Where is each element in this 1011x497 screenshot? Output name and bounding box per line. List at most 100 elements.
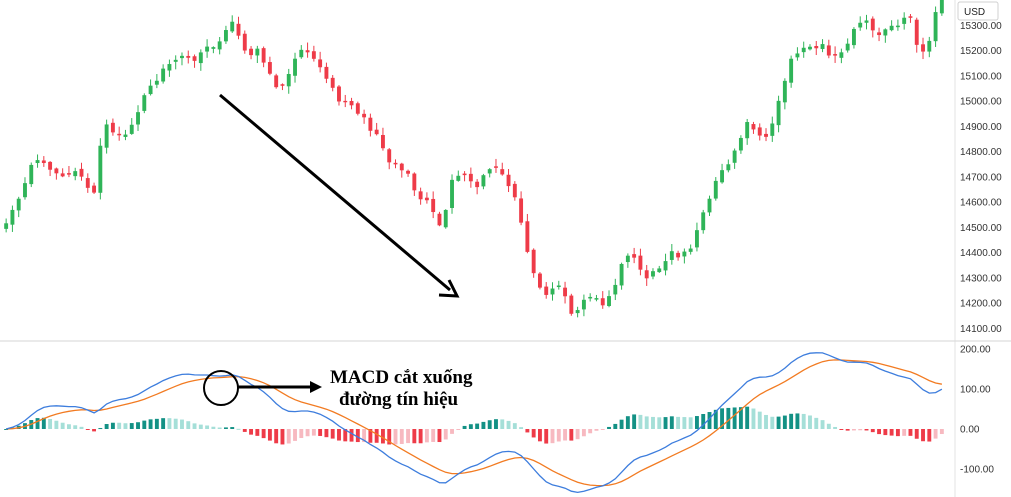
histogram-bar	[123, 423, 128, 429]
histogram-bar	[223, 427, 228, 429]
candle	[211, 46, 216, 54]
candle	[393, 159, 398, 169]
price-tick-label: 15100.00	[960, 71, 1002, 82]
candle-body	[581, 299, 586, 310]
histogram-bar	[625, 416, 630, 429]
candle	[550, 282, 555, 301]
histogram-bar	[437, 429, 442, 443]
candle	[374, 122, 379, 136]
candle-body	[41, 160, 46, 164]
macd-tick-label: 200.00	[960, 345, 991, 356]
macd-tick-label: 0.00	[960, 425, 980, 436]
candle-body	[431, 198, 436, 213]
candle	[380, 127, 385, 151]
candle-body	[487, 169, 492, 174]
candle	[324, 62, 329, 84]
histogram-bar	[808, 415, 812, 429]
histogram-bar	[556, 429, 561, 442]
histogram-bar	[136, 422, 140, 429]
histogram-bar	[701, 414, 706, 429]
histogram-bar	[41, 417, 46, 429]
candle-body	[48, 161, 53, 170]
macd-tick-label: -100.00	[960, 465, 994, 476]
candle-body	[914, 19, 919, 45]
candle	[594, 294, 599, 302]
histogram-bar	[820, 420, 825, 429]
histogram-bar	[286, 429, 291, 444]
histogram-bar	[192, 423, 197, 429]
candle-body	[826, 45, 831, 56]
candle	[563, 281, 568, 304]
histogram-bar	[864, 429, 869, 431]
candle	[280, 83, 285, 91]
histogram-bar	[173, 418, 178, 429]
candle	[73, 167, 78, 181]
histogram-bar	[35, 418, 40, 429]
candle	[506, 169, 511, 193]
histogram-bar	[180, 419, 184, 429]
candle	[431, 191, 436, 219]
histogram-bar	[908, 429, 913, 436]
candle	[757, 123, 762, 141]
candle	[864, 14, 869, 30]
candle-body	[657, 268, 662, 273]
histogram-bar	[525, 429, 530, 433]
candle-body	[713, 180, 718, 199]
candle-body	[217, 41, 222, 50]
candle	[60, 168, 65, 178]
candle-body	[343, 100, 348, 103]
candle-body	[908, 16, 913, 18]
candle-body	[418, 191, 423, 200]
histogram-bar	[581, 429, 586, 437]
candle-body	[669, 251, 674, 260]
candle-body	[330, 77, 335, 88]
histogram-bar	[299, 429, 304, 439]
histogram-bar	[305, 429, 310, 437]
candle	[85, 173, 90, 193]
candle-body	[764, 133, 768, 137]
histogram-bar	[651, 416, 655, 429]
candle	[41, 156, 46, 167]
candle	[236, 16, 241, 40]
macd-tick-labels: 200.00 100.00 0.00 -100.00	[960, 345, 994, 476]
candle	[98, 138, 103, 200]
candle	[10, 205, 15, 232]
candle-body	[519, 198, 524, 223]
candle	[104, 119, 109, 154]
candle-body	[588, 296, 593, 299]
candle	[500, 162, 505, 176]
candle	[600, 291, 605, 309]
candle-body	[267, 62, 272, 74]
candle	[23, 177, 27, 200]
histogram-bar	[845, 429, 850, 431]
candles-group	[4, 0, 944, 318]
candle-body	[242, 33, 247, 51]
candle-body	[820, 44, 825, 49]
candle-body	[795, 53, 800, 58]
histogram-bar	[732, 407, 737, 429]
histogram-bar	[657, 417, 662, 429]
candle	[870, 16, 875, 38]
price-tick-label: 14200.00	[960, 299, 1002, 310]
histogram-bar	[431, 429, 436, 442]
histogram-bar	[60, 422, 65, 429]
candle	[851, 27, 856, 49]
candle	[581, 294, 586, 317]
candle-body	[851, 28, 856, 46]
histogram-bar	[186, 421, 191, 429]
candle-body	[98, 145, 103, 193]
candle-body	[638, 255, 643, 270]
candle-body	[902, 17, 907, 24]
candle	[412, 172, 417, 196]
candle	[607, 290, 611, 308]
candle-body	[393, 162, 398, 165]
candle-body	[280, 84, 285, 86]
histogram-bar	[387, 429, 392, 445]
candle	[751, 121, 756, 134]
candle-body	[437, 213, 442, 226]
candle-body	[607, 296, 611, 307]
candle-body	[186, 55, 191, 58]
histogram-bar	[418, 429, 423, 444]
candle	[889, 20, 894, 32]
candle	[625, 253, 630, 268]
